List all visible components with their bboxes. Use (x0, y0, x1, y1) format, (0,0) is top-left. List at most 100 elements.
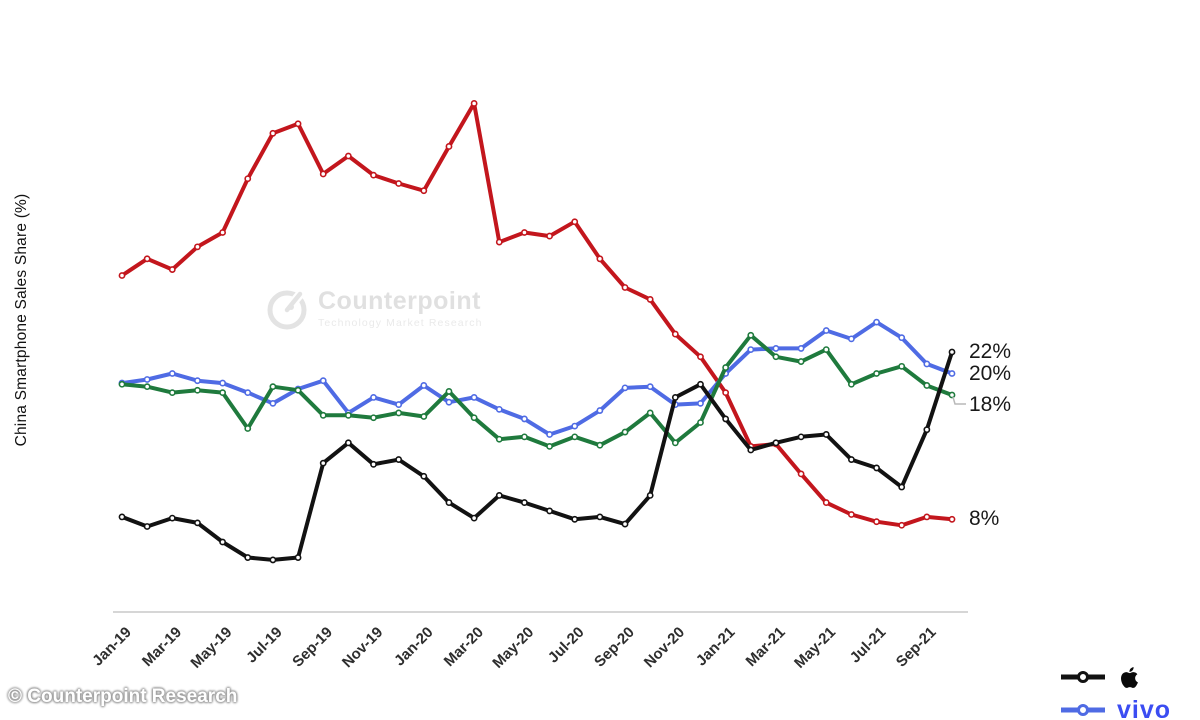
x-tick-label: May-20 (489, 624, 537, 672)
x-tick-label: Sep-20 (591, 624, 638, 671)
data-point-vivo (571, 422, 579, 430)
data-point-vivo (697, 399, 704, 407)
data-point-huawei (420, 187, 428, 195)
data-point-huawei (923, 513, 931, 521)
data-point-vivo (244, 389, 252, 397)
data-point-oppo (370, 414, 377, 422)
data-point-oppo (697, 419, 704, 426)
data-point-apple (395, 456, 403, 463)
data-point-oppo (898, 362, 906, 370)
data-point-oppo (822, 346, 830, 354)
data-point-vivo (621, 384, 629, 392)
data-point-oppo (344, 411, 352, 419)
data-point-huawei (445, 143, 453, 150)
data-point-oppo (873, 370, 880, 377)
data-point-huawei (546, 232, 553, 240)
data-point-oppo (847, 380, 855, 388)
data-point-huawei (344, 152, 352, 160)
data-point-oppo (319, 411, 327, 419)
data-point-apple (923, 426, 931, 434)
data-point-apple (722, 415, 730, 423)
data-point-huawei (395, 180, 403, 187)
data-point-oppo (671, 439, 679, 447)
data-point-vivo (873, 318, 880, 326)
data-point-vivo (772, 345, 780, 352)
x-tick-label: Jan-21 (693, 624, 739, 670)
data-point-vivo (898, 334, 906, 342)
data-point-vivo (847, 335, 855, 343)
data-point-oppo (772, 353, 780, 361)
data-point-apple (143, 523, 151, 530)
data-point-oppo (219, 389, 227, 397)
data-point-oppo (395, 409, 403, 417)
data-point-vivo (319, 377, 327, 385)
x-tick-label: Jul-19 (243, 624, 286, 667)
data-point-vivo (370, 394, 377, 401)
data-point-huawei (319, 170, 327, 178)
data-point-huawei (571, 218, 579, 226)
legend-item-apple (1060, 660, 1142, 694)
end-label-oppo: 18% (969, 393, 1012, 417)
data-point-apple (194, 519, 201, 527)
data-point-huawei (521, 229, 528, 236)
data-point-apple (747, 446, 755, 454)
x-tick-label: Mar-21 (743, 624, 789, 670)
copyright-text: © Counterpoint Research (8, 686, 238, 707)
legend-item-vivo: vivo (1060, 693, 1171, 720)
data-point-vivo (420, 382, 428, 389)
data-point-vivo (219, 379, 227, 387)
data-point-oppo (168, 389, 176, 397)
data-point-huawei (596, 255, 604, 263)
data-point-apple (797, 433, 805, 441)
data-point-huawei (294, 120, 302, 128)
data-point-oppo (521, 433, 528, 441)
data-point-huawei (269, 129, 277, 137)
end-label-apple: 22% (969, 340, 1012, 363)
x-tick-label: Sep-21 (893, 624, 940, 671)
x-tick-label: May-19 (187, 624, 235, 672)
data-point-vivo (445, 398, 453, 406)
data-point-apple (521, 499, 528, 506)
end-label-vivo: 20% (969, 361, 1012, 385)
x-tick-label: Jan-19 (89, 624, 135, 670)
x-tick-label: Nov-19 (339, 624, 386, 671)
data-point-apple (269, 556, 277, 564)
data-point-vivo (194, 377, 201, 385)
data-point-oppo (143, 383, 151, 391)
data-point-vivo (495, 405, 503, 413)
data-point-huawei (697, 353, 704, 361)
data-point-huawei (470, 100, 478, 107)
x-tick-label: Jan-20 (391, 624, 437, 670)
data-point-vivo (923, 360, 931, 368)
x-tick-label: Jul-21 (847, 624, 890, 667)
data-point-oppo (420, 413, 428, 420)
data-point-apple (294, 554, 302, 561)
end-label-huawei: 8% (969, 507, 1000, 531)
data-point-vivo (143, 376, 151, 383)
data-point-vivo (822, 327, 830, 334)
data-point-apple (244, 554, 252, 561)
end-label-leader-line (952, 396, 966, 405)
data-point-oppo (621, 428, 629, 436)
data-point-oppo (495, 435, 503, 443)
data-point-oppo (571, 433, 579, 441)
data-point-huawei (143, 255, 151, 263)
data-point-apple (948, 348, 956, 356)
data-point-oppo (445, 388, 453, 395)
apple-logo (1121, 666, 1138, 688)
data-point-apple (118, 513, 126, 521)
x-tick-label: Sep-19 (289, 624, 336, 671)
data-point-apple (219, 538, 227, 546)
data-point-apple (344, 439, 352, 447)
data-point-huawei (168, 266, 176, 273)
data-point-apple (596, 513, 604, 521)
data-point-vivo (546, 431, 553, 438)
data-point-oppo (747, 331, 755, 339)
data-point-apple (546, 507, 553, 515)
data-point-huawei (370, 171, 377, 179)
data-point-huawei (244, 175, 252, 183)
data-point-huawei (898, 521, 906, 529)
data-point-apple (822, 431, 830, 438)
data-point-oppo (646, 409, 654, 417)
